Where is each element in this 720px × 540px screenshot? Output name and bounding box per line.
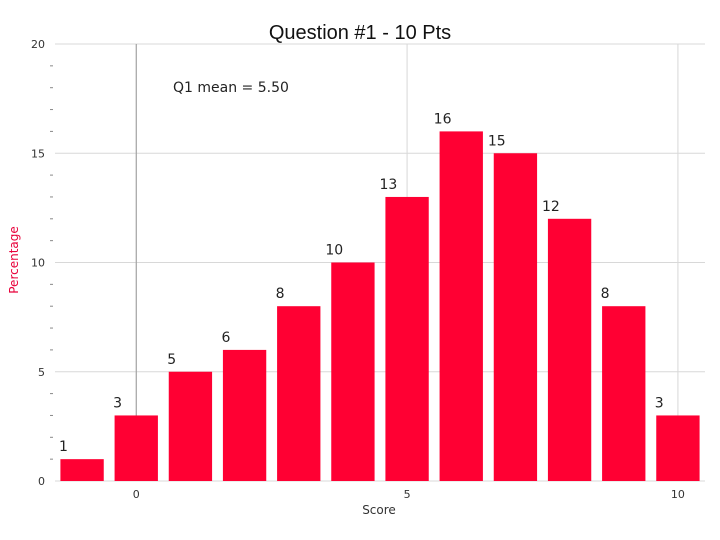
bar	[60, 459, 104, 481]
bar	[439, 131, 483, 481]
bar-value-label: 12	[542, 199, 560, 215]
bar	[602, 306, 646, 481]
y-tick-label: 20	[31, 38, 45, 51]
bar-value-label: 10	[325, 243, 343, 259]
mean-annotation: Q1 mean = 5.50	[173, 80, 289, 96]
bar	[114, 415, 158, 481]
bar-value-label: 8	[276, 286, 285, 302]
y-tick-label: 5	[38, 366, 45, 379]
bar	[656, 415, 700, 481]
bar-value-label: 5	[167, 352, 176, 368]
x-axis-title: Score	[362, 503, 396, 517]
y-tick-label: 10	[31, 257, 45, 270]
y-axis-title: Percentage	[7, 226, 21, 294]
bar-value-label: 3	[655, 395, 664, 411]
x-tick-label: 0	[133, 488, 140, 501]
bar-value-label: 8	[601, 286, 610, 302]
x-axis-ticks: 0 5 10	[133, 488, 685, 501]
bars	[60, 131, 700, 482]
y-tick-label: 15	[31, 147, 45, 160]
bar-value-label: 6	[221, 330, 230, 346]
bar	[331, 262, 375, 481]
x-tick-label: 10	[671, 488, 685, 501]
bar	[493, 153, 538, 481]
chart-title: Question #1 - 10 Pts	[269, 22, 451, 44]
y-tick-label: 0	[38, 475, 45, 488]
bar	[547, 218, 592, 482]
y-axis-ticks: 0 5 10 15 20	[31, 38, 45, 488]
bar	[168, 371, 213, 481]
bar-value-label: 16	[434, 111, 452, 127]
bar	[385, 196, 429, 481]
bar	[277, 306, 321, 481]
y-minor-ticks	[50, 65, 53, 460]
bar	[222, 349, 267, 481]
x-tick-label: 5	[404, 488, 411, 501]
bar-value-label: 1	[59, 439, 68, 455]
bar-value-label: 13	[380, 177, 398, 193]
bar-value-label: 15	[488, 133, 506, 149]
bar-value-label: 3	[113, 395, 122, 411]
